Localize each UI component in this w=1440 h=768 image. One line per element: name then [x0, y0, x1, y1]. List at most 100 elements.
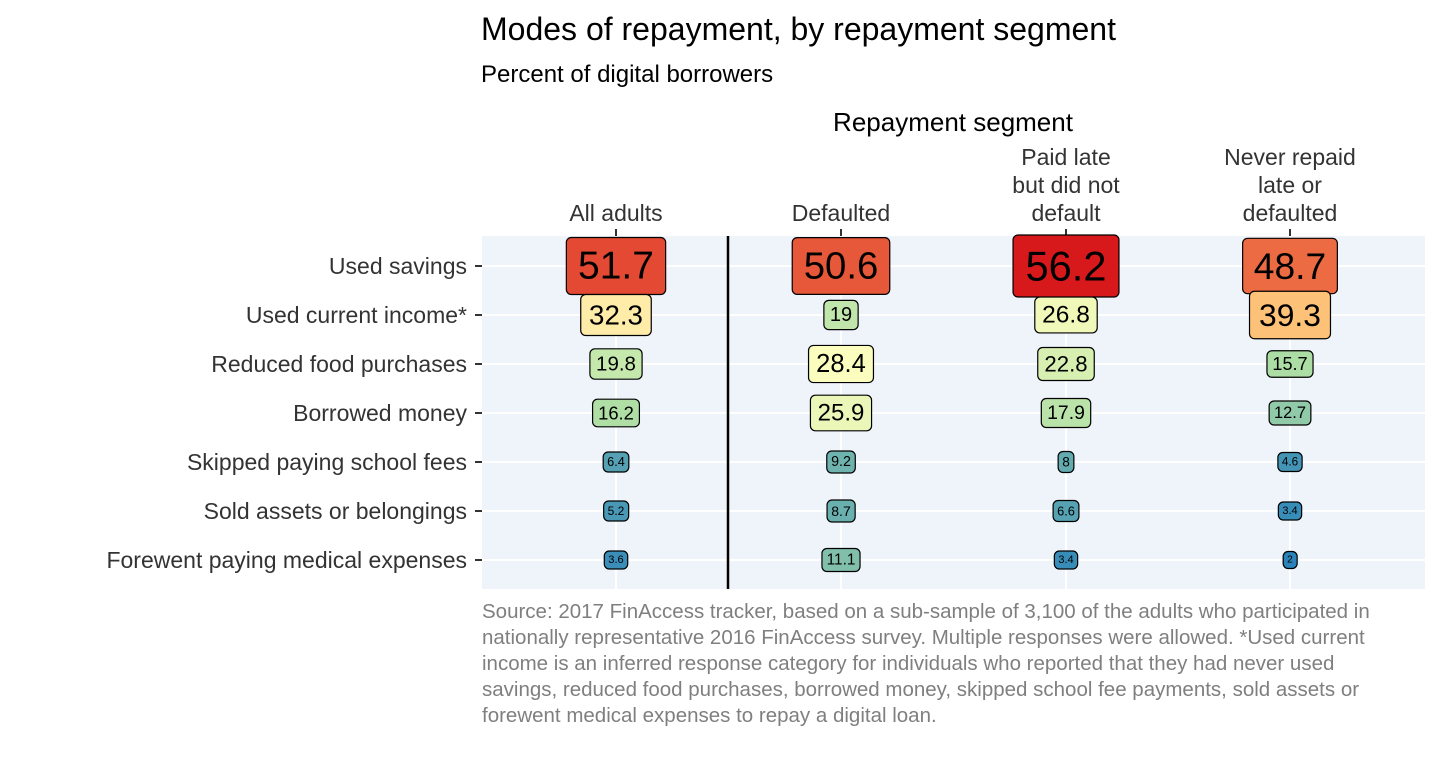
value-label: 2: [1287, 555, 1293, 566]
value-cell-box: [809, 394, 873, 432]
value-cells: 51.7 50.6 56.2 48.732.3 19 26.8 39.319.8 28.4 22…: [565, 234, 1338, 573]
value-cell-box: [1053, 550, 1079, 570]
row-label-used-current-income: Used current income*: [246, 302, 467, 328]
value-cell: 25.9: [809, 394, 873, 432]
value-cell: 2: [1282, 550, 1298, 570]
column-label-never-repaid-late-or-defaulted: defaulted: [1243, 200, 1338, 226]
value-label: 32.3: [589, 300, 643, 331]
value-label: 48.7: [1254, 245, 1326, 287]
value-label: 19.8: [596, 353, 636, 376]
value-cell: 3.4: [1277, 501, 1303, 521]
value-cell: 4.6: [1277, 451, 1303, 473]
value-cell-box: [1052, 499, 1080, 523]
column-label-defaulted: Defaulted: [792, 200, 890, 226]
value-cell-box: [1266, 350, 1314, 378]
value-cell: 3.6: [603, 550, 629, 570]
value-cell-box: [1268, 400, 1312, 426]
value-cell-box: [589, 348, 643, 380]
value-cell-box: [1034, 296, 1098, 334]
value-cell: 26.8: [1034, 296, 1098, 334]
value-cell: 19.8: [589, 348, 643, 380]
column-label-paid-late-but-did-not-default: but did not: [1012, 172, 1120, 198]
value-label: 6.4: [607, 455, 625, 469]
value-cell: 15.7: [1266, 350, 1314, 378]
column-label-all-adults: All adults: [569, 200, 662, 226]
chart-title: Modes of repayment, by repayment segment: [481, 11, 1116, 47]
value-cell-box: [821, 547, 861, 573]
value-cell-box: [1277, 501, 1303, 521]
value-cell: 12.7: [1268, 400, 1312, 426]
value-label: 19: [830, 304, 852, 326]
value-label: 25.9: [818, 400, 865, 427]
value-cell-box: [807, 344, 875, 384]
value-label: 17.9: [1047, 402, 1085, 424]
column-label-paid-late-but-did-not-default: default: [1031, 200, 1101, 226]
column-label-paid-late-but-did-not-default: Paid late: [1021, 144, 1111, 170]
column-label-never-repaid-late-or-defaulted: late or: [1258, 172, 1322, 198]
value-cell-box: [580, 293, 652, 337]
row-label-skipped-paying-school-fees: Skipped paying school fees: [187, 449, 467, 475]
value-cell-box: [1037, 346, 1095, 382]
value-label: 8: [1062, 455, 1070, 470]
column-label-never-repaid-late-or-defaulted: Never repaid: [1224, 144, 1356, 170]
value-cell-box: [591, 398, 641, 428]
value-cell-box: [1248, 290, 1332, 340]
value-label: 15.7: [1272, 354, 1307, 374]
value-label: 50.6: [804, 245, 879, 288]
value-label: 3.4: [1058, 554, 1073, 566]
row-label-used-savings: Used savings: [329, 253, 467, 279]
value-cell: 32.3: [580, 293, 652, 337]
value-cell-box: [823, 299, 859, 331]
value-cell: 5.2: [603, 500, 630, 522]
value-cell: 39.3: [1248, 290, 1332, 340]
value-cell: 17.9: [1040, 397, 1092, 429]
value-label: 4.6: [1282, 456, 1298, 469]
value-cell: 8.7: [826, 499, 856, 523]
value-label: 9.2: [831, 454, 851, 470]
value-cell: 6.6: [1052, 499, 1080, 523]
value-label: 28.4: [816, 350, 866, 378]
value-cell-box: [826, 499, 856, 523]
value-cell-box: [1057, 450, 1075, 474]
row-label-reduced-food-purchases: Reduced food purchases: [211, 351, 467, 377]
value-label: 8.7: [831, 503, 851, 519]
column-group-header: Repayment segment: [833, 107, 1074, 137]
row-label-forewent-paying-medical-expenses: Forewent paying medical expenses: [106, 547, 467, 573]
value-cell: 48.7: [1242, 237, 1338, 295]
value-cell: 19: [823, 299, 859, 331]
value-cell-box: [602, 451, 630, 473]
chart-subtitle: Percent of digital borrowers: [481, 61, 773, 88]
value-cell: 22.8: [1037, 346, 1095, 382]
value-label: 26.8: [1042, 302, 1090, 329]
value-cell-box: [826, 450, 856, 474]
value-cell-box: [1277, 451, 1303, 473]
value-cell-box: [791, 236, 891, 296]
value-cell-box: [1282, 550, 1298, 570]
value-cell: 11.1: [821, 547, 861, 573]
value-label: 12.7: [1274, 404, 1306, 422]
value-cell: 28.4: [807, 344, 875, 384]
value-cell: 8: [1057, 450, 1075, 474]
value-label: 5.2: [608, 504, 625, 518]
source-caption: Source: 2017 FinAccess tracker, based on…: [482, 600, 1370, 727]
row-label-sold-assets-or-belongings: Sold assets or belongings: [204, 498, 467, 524]
value-cell: 16.2: [591, 398, 641, 428]
value-cell-box: [603, 500, 630, 522]
value-cell-box: [1040, 397, 1092, 429]
value-cell: 51.7: [565, 236, 667, 296]
value-cell-box: [603, 550, 629, 570]
value-label: 3.4: [1282, 505, 1297, 517]
value-cell: 6.4: [602, 451, 630, 473]
row-label-borrowed-money: Borrowed money: [293, 400, 467, 426]
value-cell: 50.6: [791, 236, 891, 296]
value-label: 22.8: [1044, 352, 1087, 377]
value-label: 3.6: [608, 554, 623, 566]
value-label: 6.6: [1057, 504, 1075, 519]
value-cell: 3.4: [1053, 550, 1079, 570]
value-label: 56.2: [1026, 243, 1107, 290]
value-cell: 9.2: [826, 450, 856, 474]
value-label: 16.2: [598, 403, 634, 424]
